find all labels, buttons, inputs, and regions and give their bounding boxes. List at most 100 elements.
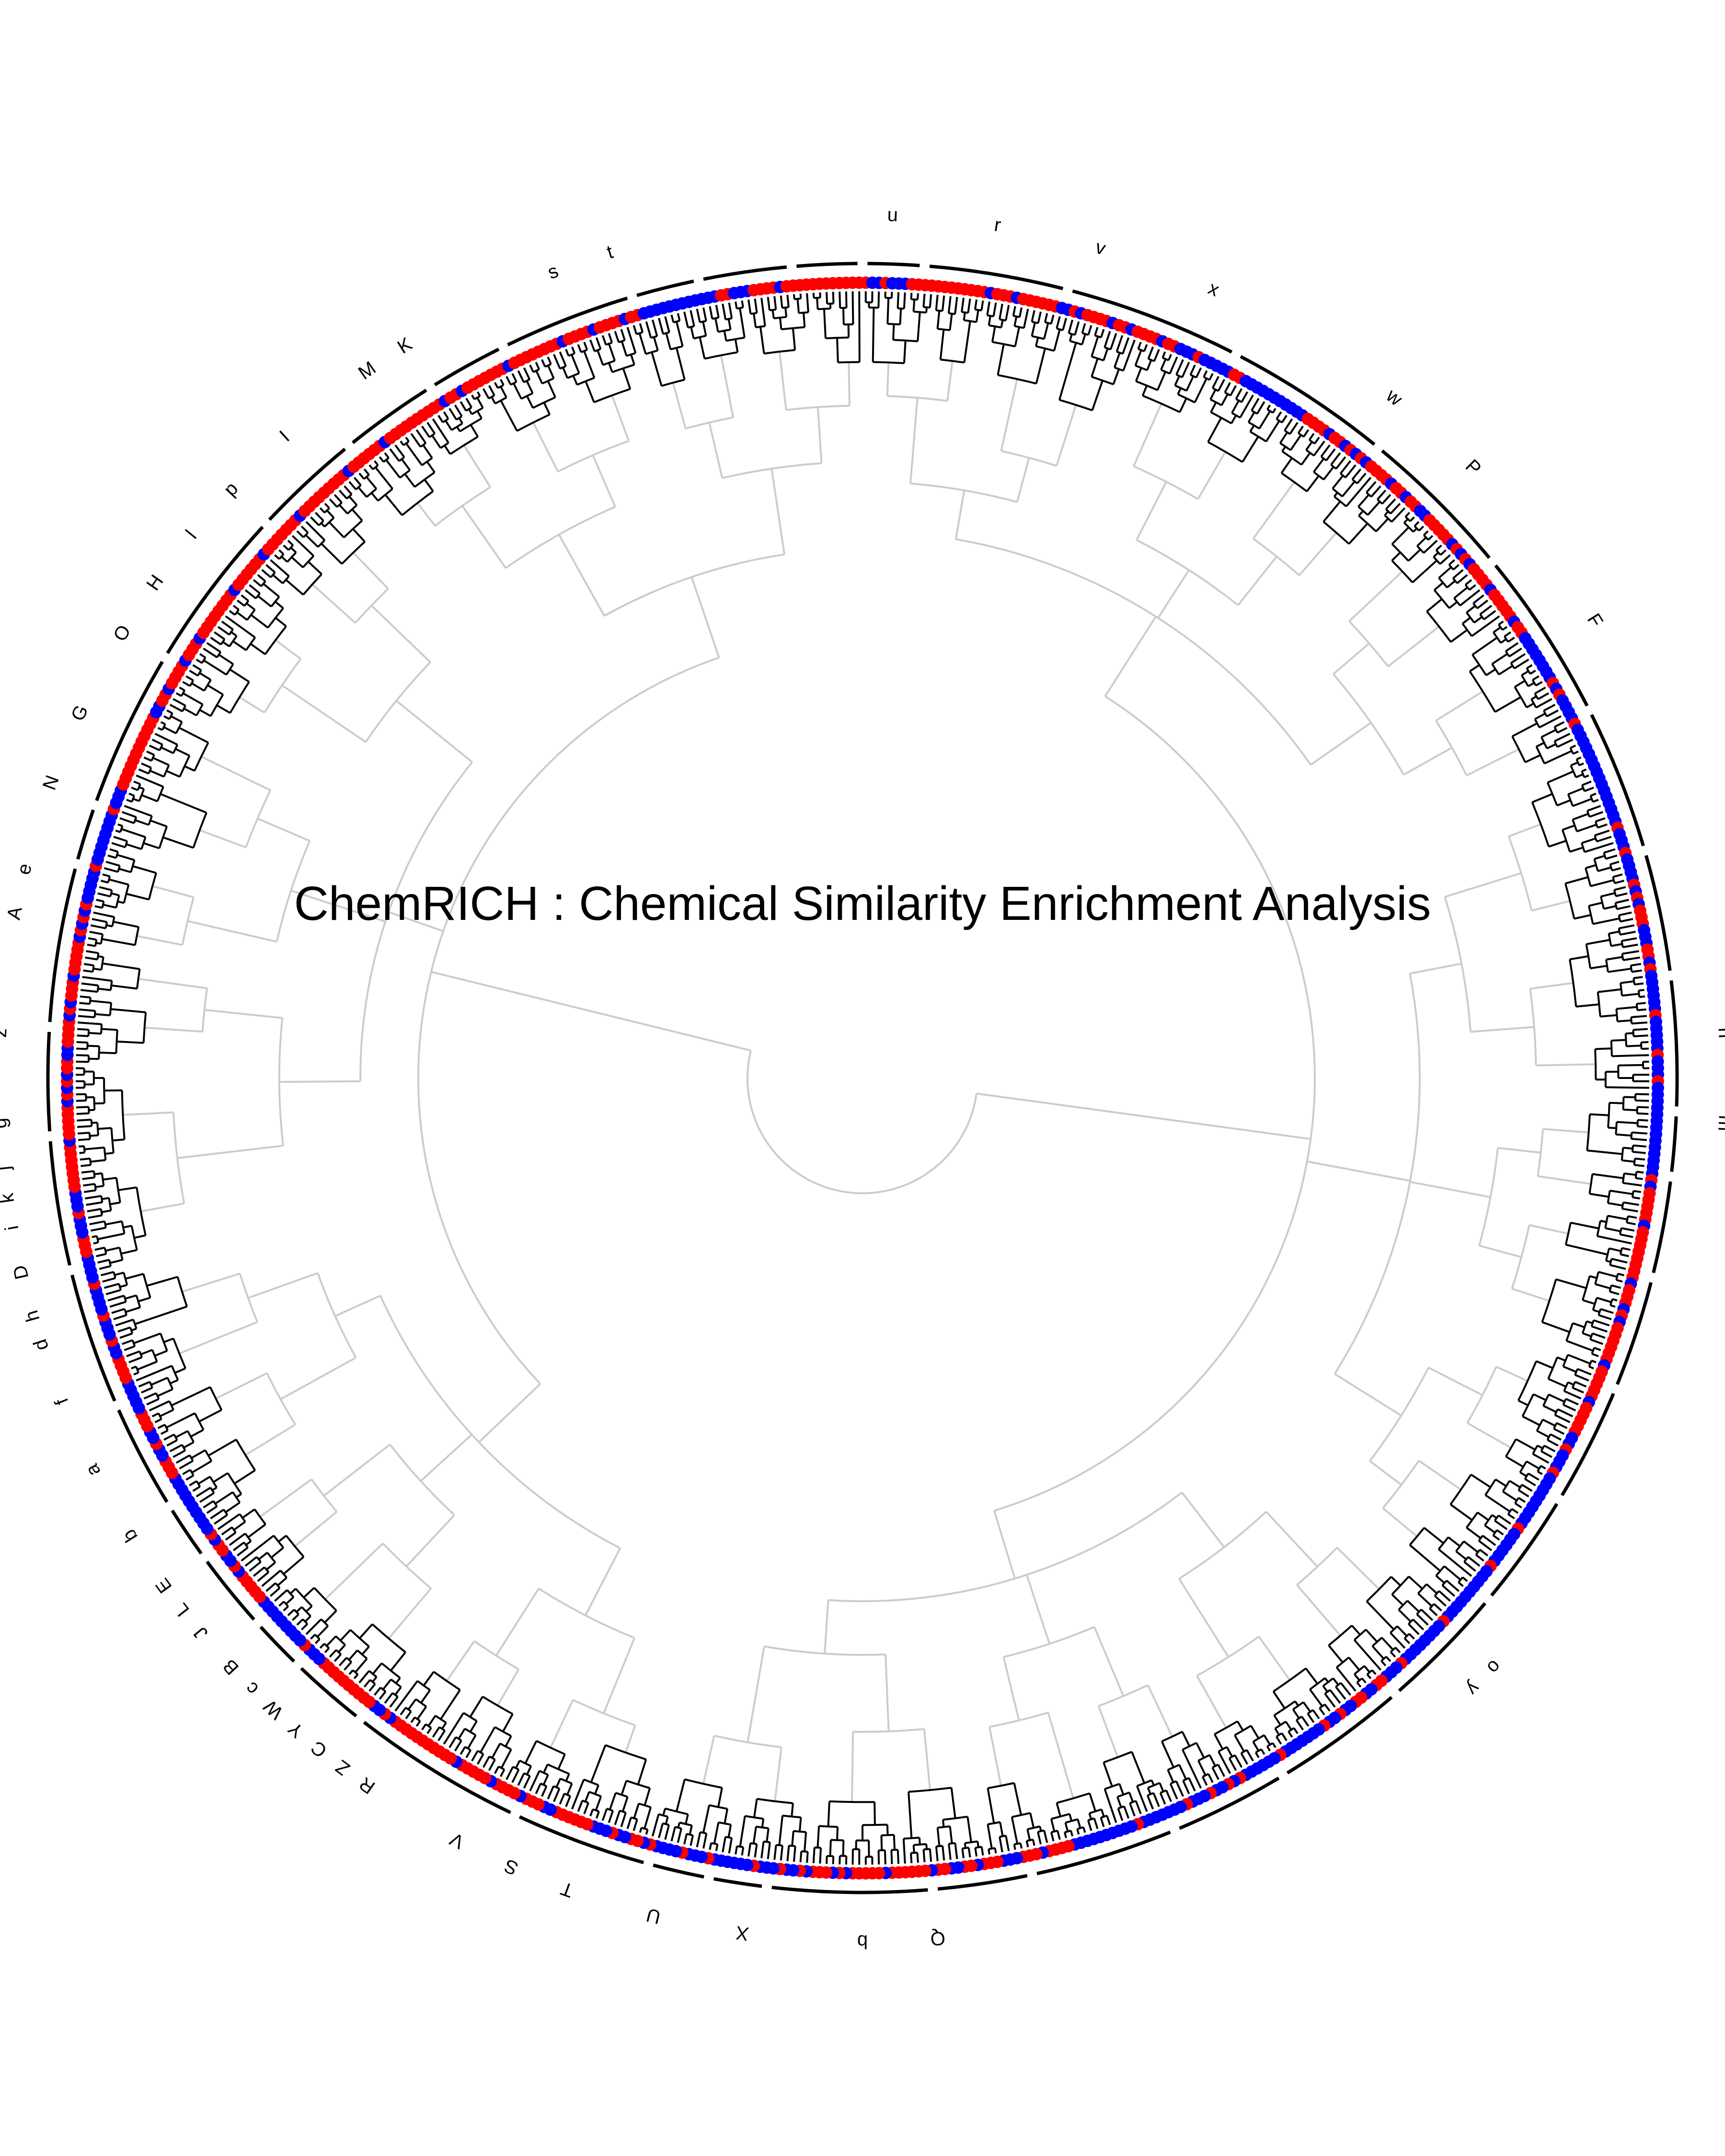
branch-segment: [133, 1372, 139, 1376]
branch-segment: [283, 544, 289, 551]
branch-segment: [1280, 457, 1293, 474]
branch-arc: [1475, 1549, 1481, 1556]
branch-segment: [285, 579, 304, 596]
branch-segment: [515, 1760, 521, 1769]
branch-segment: [199, 829, 246, 849]
branch-segment: [1385, 498, 1396, 510]
branch-segment: [253, 579, 262, 587]
branch-segment: [1356, 472, 1367, 484]
branch-arc: [92, 965, 95, 972]
branch-segment: [1566, 1340, 1594, 1352]
ring-segment: [937, 1874, 1028, 1891]
branch-arc: [700, 1831, 707, 1835]
branch-segment: [1345, 477, 1372, 507]
branch-segment: [162, 836, 194, 849]
branch-segment: [118, 1186, 137, 1192]
branch-segment: [1427, 535, 1434, 541]
branch-segment: [1128, 1792, 1134, 1802]
branch-segment: [370, 492, 379, 502]
branch-segment: [1329, 1689, 1341, 1704]
branch-segment: [1459, 589, 1481, 607]
branch-arc: [564, 1792, 571, 1797]
branch-segment: [1081, 333, 1086, 345]
branch-segment: [806, 1851, 809, 1863]
branch-segment: [1165, 1790, 1172, 1802]
branch-segment: [265, 1582, 276, 1592]
branch-segment: [1611, 1258, 1628, 1264]
ring-segment: [434, 347, 500, 387]
branch-segment: [1265, 420, 1280, 442]
branch-segment: [505, 1735, 512, 1747]
branch-segment: [626, 327, 637, 354]
branch-segment: [1297, 425, 1304, 434]
branch-segment: [1019, 1843, 1023, 1849]
branch-segment: [535, 362, 540, 370]
branch-segment: [1576, 1003, 1599, 1008]
branch-segment: [1631, 963, 1641, 967]
branch-segment: [90, 999, 112, 1004]
branch-segment: [1623, 1147, 1633, 1150]
branch-segment: [122, 811, 137, 818]
branch-segment: [997, 344, 1005, 376]
branch-segment: [1470, 1026, 1534, 1033]
branch-segment: [1557, 1408, 1574, 1418]
branch-segment: [1472, 637, 1498, 656]
branch-segment: [974, 299, 978, 310]
branch-arc: [1014, 1842, 1021, 1846]
branch-segment: [92, 1235, 97, 1238]
branch-segment: [1633, 1028, 1648, 1031]
branch-segment: [1406, 1600, 1420, 1613]
branch-segment: [1525, 754, 1541, 763]
branch-arc: [1464, 584, 1471, 591]
branch-segment: [1196, 1742, 1205, 1758]
branch-segment: [665, 1816, 669, 1824]
branch-segment: [1031, 322, 1036, 336]
branch-arc: [110, 1128, 115, 1153]
branch-segment: [1332, 1677, 1339, 1686]
branch-segment: [1528, 682, 1535, 688]
branch-segment: [426, 461, 436, 473]
branch-segment: [1122, 337, 1130, 355]
branch-segment: [1211, 1767, 1219, 1780]
branch-segment: [1456, 574, 1468, 584]
branch-segment: [1600, 892, 1615, 898]
branch-segment: [1466, 748, 1519, 777]
branch-segment: [1463, 1561, 1476, 1572]
branch-segment: [812, 1847, 816, 1863]
branch-segment: [1524, 1478, 1536, 1487]
branch-segment: [1594, 1347, 1601, 1351]
branch-segment: [1305, 1667, 1319, 1685]
branch-segment: [1324, 1693, 1336, 1708]
branch-segment: [281, 556, 288, 563]
branch-segment: [249, 1561, 262, 1572]
branch-segment: [1573, 750, 1579, 755]
branch-arc: [464, 1728, 476, 1736]
branch-segment: [1069, 333, 1073, 342]
branch-segment: [1356, 1682, 1362, 1688]
branch-segment: [87, 943, 96, 947]
branch-arc: [377, 488, 393, 502]
branch-segment: [170, 715, 183, 723]
branch-arc: [1531, 802, 1550, 847]
branch-segment: [1288, 1731, 1293, 1738]
branch-segment: [1470, 1474, 1491, 1488]
branch-segment: [1438, 1590, 1451, 1602]
branch-segment: [104, 1283, 119, 1289]
branch-segment: [989, 1727, 1002, 1786]
branch-segment: [119, 1284, 127, 1288]
branch-segment: [547, 380, 556, 398]
branch-arc: [1423, 534, 1429, 541]
branch-segment: [1575, 1381, 1587, 1388]
branch-segment: [366, 476, 378, 490]
branch-segment: [572, 375, 578, 385]
ring-segment: [1179, 1777, 1280, 1830]
branch-segment: [1519, 1471, 1527, 1477]
branch-segment: [358, 1670, 370, 1684]
branch-segment: [1581, 768, 1587, 772]
branch-segment: [696, 309, 701, 323]
branch-segment: [1070, 1830, 1074, 1837]
branch-arc: [1553, 726, 1558, 734]
branch-arc: [1609, 1258, 1613, 1265]
branch-segment: [420, 1689, 431, 1704]
branch-segment: [1557, 738, 1574, 748]
